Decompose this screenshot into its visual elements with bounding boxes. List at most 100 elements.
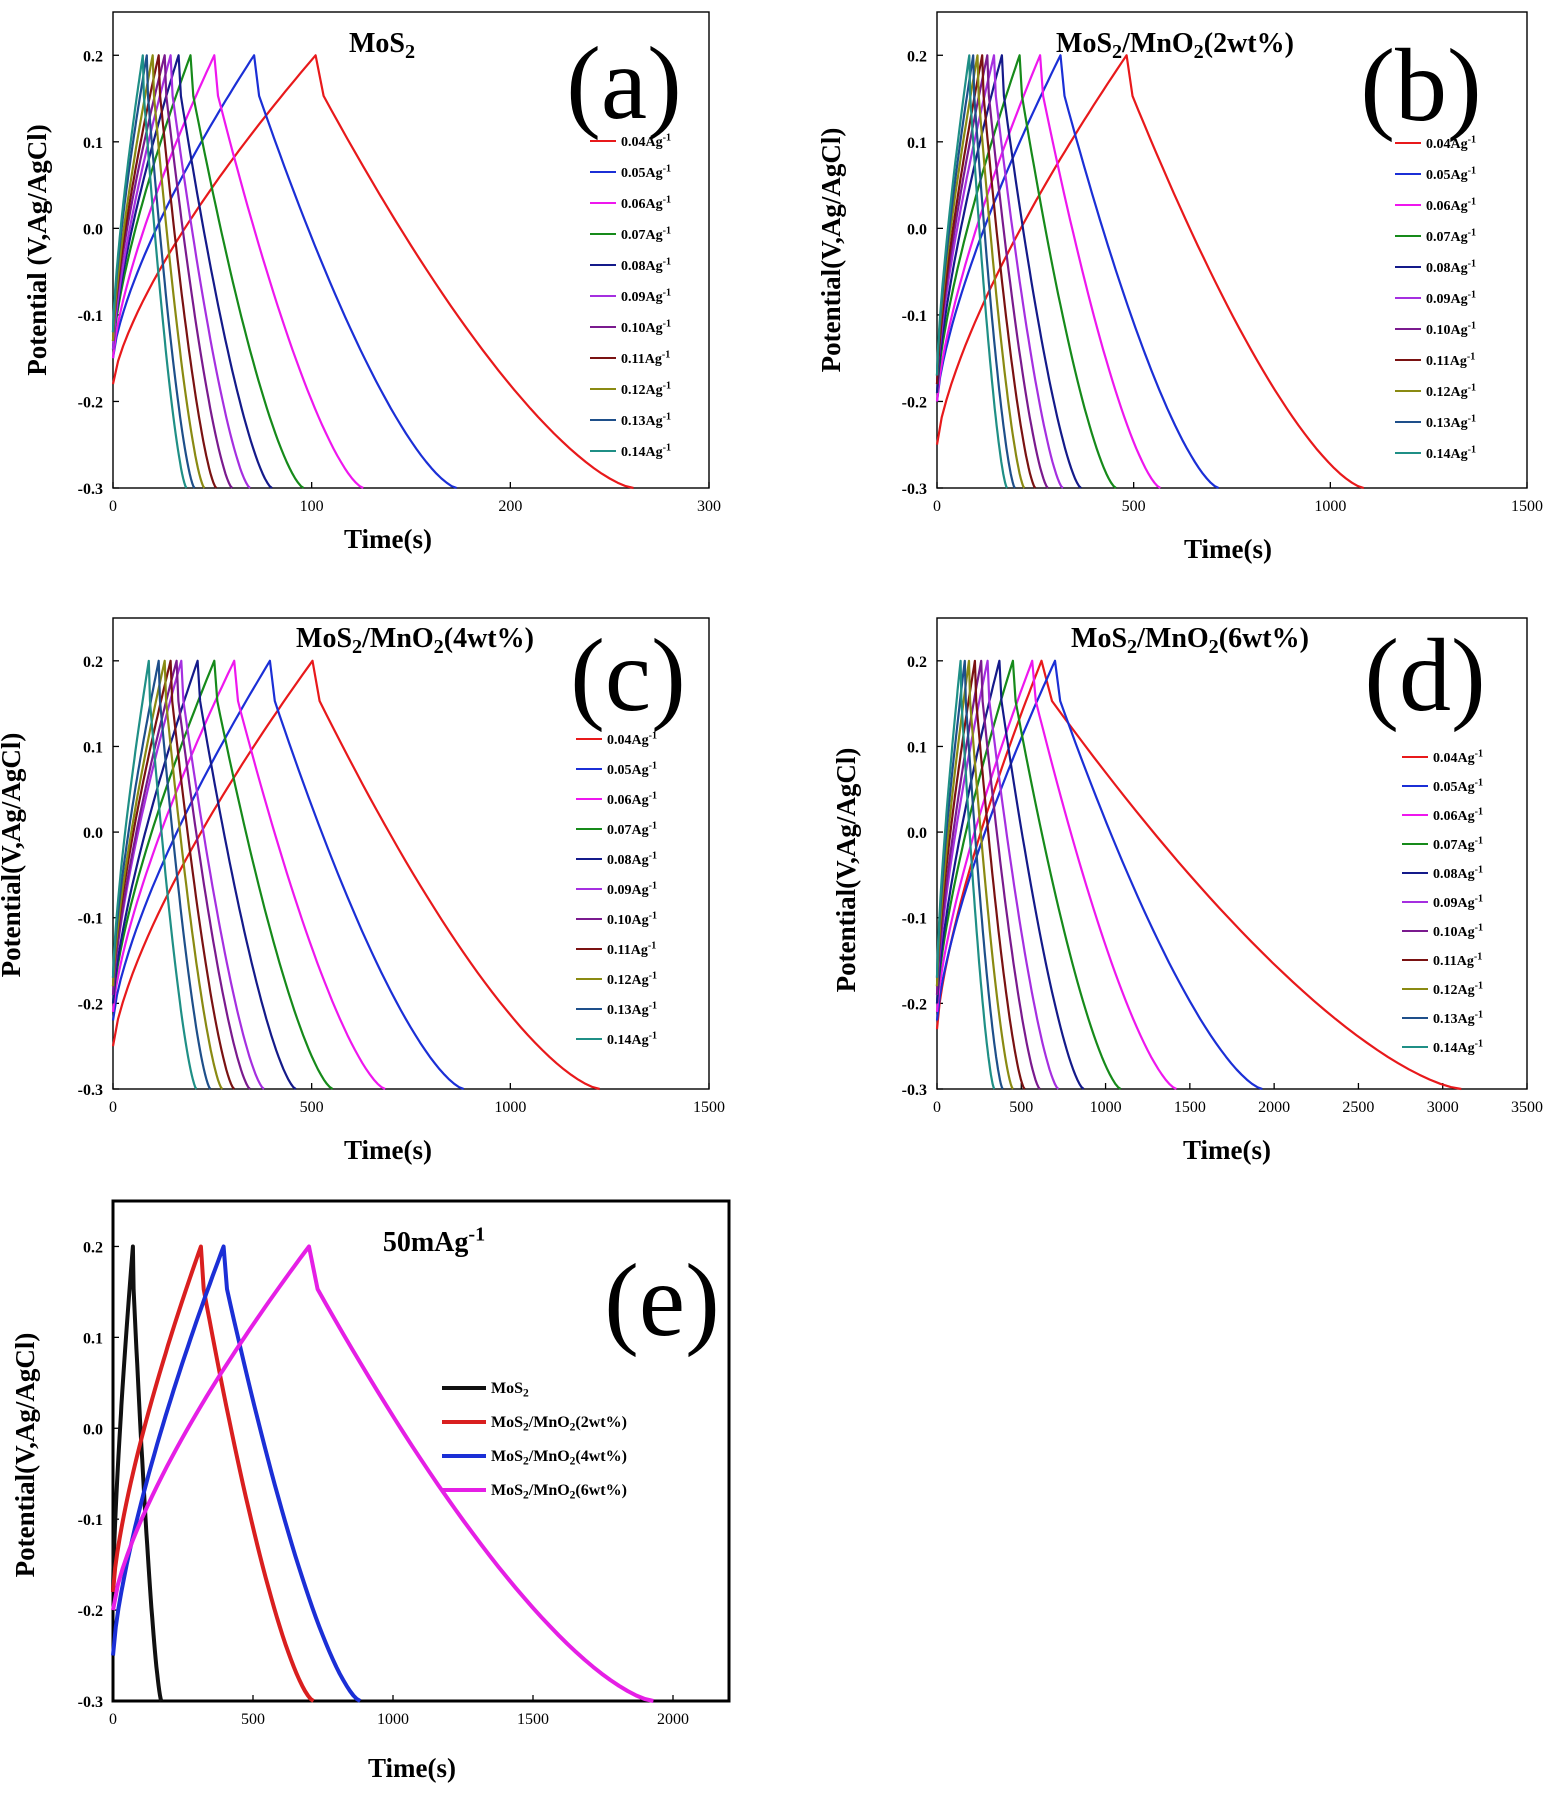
series-line-7 bbox=[935, 54, 1037, 489]
legend-label-7: 0.11Ag-1​ bbox=[1426, 352, 1475, 369]
x-tick-label: 1500 bbox=[517, 1711, 549, 1728]
legend-label-10: 0.14Ag-1​ bbox=[1426, 445, 1476, 462]
chart-title: 50mAg-1​ bbox=[383, 1223, 485, 1258]
y-axis-label: Potential(V,Ag/AgCl) bbox=[0, 733, 26, 978]
y-tick-label: 0.2 bbox=[83, 48, 103, 65]
legend-label-8: 0.12Ag-1​ bbox=[621, 381, 671, 398]
legend-label-6: 0.10Ag-1​ bbox=[621, 319, 671, 336]
series-line-0 bbox=[111, 54, 634, 490]
panel-c: 0 500 1000 1500 -0.3 -0.2 -0.1 0.0 0.1 0.2 Time(s)… bbox=[0, 617, 725, 1165]
x-tick-label: 0 bbox=[109, 1099, 117, 1116]
series-line-6 bbox=[111, 659, 251, 1090]
y-tick-label: 0.0 bbox=[907, 221, 927, 238]
legend-label-0: MoS2​ bbox=[491, 1380, 529, 1400]
y-tick-label: 0.2 bbox=[83, 1239, 103, 1256]
legend-label-1: 0.05Ag-1​ bbox=[1433, 778, 1483, 795]
y-axis-label: Potential(V,Ag/AgCl) bbox=[10, 1333, 40, 1578]
series-line-1 bbox=[111, 54, 458, 490]
legend-label-4: 0.08Ag-1​ bbox=[1433, 865, 1483, 882]
series-line-4 bbox=[935, 54, 1082, 489]
legend-label-6: 0.10Ag-1​ bbox=[1426, 321, 1476, 338]
y-axis-label: Potential(V,Ag/AgCl) bbox=[831, 748, 861, 993]
chart-title: MoS2​ bbox=[349, 28, 415, 63]
series-line-3 bbox=[935, 54, 1117, 489]
x-tick-label: 2000 bbox=[657, 1711, 689, 1728]
series-line-1 bbox=[111, 1244, 315, 1703]
y-tick-label: -0.3 bbox=[902, 481, 927, 498]
panel-a: 0 100 200 300 -0.3 -0.2 -0.1 0.0 0.1 0.2 Time(s) Po… bbox=[22, 11, 721, 554]
panel-e: 0 500 1000 1500 2000 -0.3 -0.2 -0.1 0.0 0.1 0.2 Tim… bbox=[10, 1199, 731, 1783]
legend-label-1: MoS2​/MnO2​(2wt%) bbox=[491, 1414, 627, 1434]
series-line-6 bbox=[111, 54, 234, 489]
x-tick-label: 1000 bbox=[1314, 498, 1346, 515]
x-tick-label: 0 bbox=[109, 1711, 117, 1728]
x-tick-label: 500 bbox=[1009, 1099, 1033, 1116]
y-tick-label: 0.2 bbox=[907, 654, 927, 671]
series-line-9 bbox=[935, 659, 1004, 1090]
legend-label-0: 0.04Ag-1​ bbox=[1426, 135, 1476, 152]
x-tick-label: 1000 bbox=[377, 1711, 409, 1728]
x-tick-label: 500 bbox=[1122, 498, 1146, 515]
legend-label-1: 0.05Ag-1​ bbox=[621, 164, 671, 181]
legend-label-3: 0.07Ag-1​ bbox=[1426, 228, 1476, 245]
x-tick-label: 0 bbox=[933, 1099, 941, 1116]
y-tick-label: -0.1 bbox=[78, 911, 103, 928]
plot-frame bbox=[936, 617, 1528, 1090]
y-axis-label: Potential (V,Ag/AgCl) bbox=[22, 124, 52, 375]
chart-title: MoS2​/MnO2​(2wt%) bbox=[1056, 28, 1294, 63]
y-tick-label: -0.2 bbox=[902, 394, 927, 411]
series-line-3 bbox=[111, 1244, 654, 1703]
legend-label-4: 0.08Ag-1​ bbox=[621, 257, 671, 274]
x-axis-label: Time(s) bbox=[1184, 534, 1272, 564]
legend-label-10: 0.14Ag-1​ bbox=[1433, 1039, 1483, 1056]
x-tick-label: 1000 bbox=[494, 1099, 526, 1116]
x-tick-label: 3500 bbox=[1511, 1099, 1543, 1116]
legend-label-8: 0.12Ag-1​ bbox=[1433, 981, 1483, 998]
legend-label-0: 0.04Ag-1​ bbox=[607, 731, 657, 748]
plot-frame bbox=[936, 11, 1528, 489]
series-line-4 bbox=[111, 659, 297, 1090]
legend-label-4: 0.08Ag-1​ bbox=[607, 851, 657, 868]
panel-d: 0 500 1000 1500 2000 2500 3000 3500 -0.3 -0.2 -0.1… bbox=[831, 617, 1543, 1165]
y-tick-label: -0.3 bbox=[78, 1082, 103, 1099]
legend-label-6: 0.10Ag-1​ bbox=[1433, 923, 1483, 940]
panel-label: (b) bbox=[1360, 28, 1481, 143]
series-line-7 bbox=[935, 659, 1026, 1090]
x-tick-label: 1500 bbox=[1174, 1099, 1206, 1116]
series-line-4 bbox=[935, 659, 1085, 1090]
series-line-2 bbox=[111, 54, 364, 489]
x-tick-label: 500 bbox=[241, 1711, 265, 1728]
series-line-9 bbox=[111, 659, 212, 1090]
panel-b: 0 500 1000 1500 -0.3 -0.2 -0.1 0.0 0.1 0.2 Time(s)… bbox=[816, 11, 1543, 564]
series-line-6 bbox=[935, 659, 1041, 1090]
chart-title: MoS2​/MnO2​(4wt%) bbox=[296, 623, 534, 658]
y-tick-label: -0.3 bbox=[78, 481, 103, 498]
x-axis-label: Time(s) bbox=[1183, 1135, 1271, 1165]
legend-label-10: 0.14Ag-1​ bbox=[607, 1031, 657, 1048]
legend-label-1: 0.05Ag-1​ bbox=[1426, 166, 1476, 183]
y-tick-label: 0.1 bbox=[83, 135, 103, 152]
series-line-2 bbox=[935, 659, 1177, 1090]
y-tick-label: 0.1 bbox=[83, 1330, 103, 1347]
series-line-10 bbox=[111, 54, 188, 489]
y-tick-label: 0.0 bbox=[83, 1421, 103, 1438]
y-tick-label: -0.2 bbox=[78, 1603, 103, 1620]
series-line-8 bbox=[111, 54, 206, 489]
legend-label-9: 0.13Ag-1​ bbox=[1426, 414, 1476, 431]
y-tick-label: -0.1 bbox=[902, 308, 927, 325]
legend-label-3: 0.07Ag-1​ bbox=[607, 821, 657, 838]
legend-label-5: 0.09Ag-1​ bbox=[1426, 290, 1476, 307]
panel-label: (d) bbox=[1364, 618, 1485, 733]
y-tick-label: -0.3 bbox=[902, 1082, 927, 1099]
plot-frame bbox=[112, 617, 710, 1090]
legend-label-6: 0.10Ag-1​ bbox=[607, 911, 657, 928]
legend-label-2: 0.06Ag-1​ bbox=[621, 195, 671, 212]
series-line-8 bbox=[935, 54, 1026, 489]
legend-label-1: 0.05Ag-1​ bbox=[607, 761, 657, 778]
series-line-10 bbox=[111, 659, 198, 1090]
legend-label-5: 0.09Ag-1​ bbox=[621, 288, 671, 305]
panel-label: (c) bbox=[570, 618, 685, 733]
legend-label-10: 0.14Ag-1​ bbox=[621, 443, 671, 460]
x-tick-label: 1000 bbox=[1090, 1099, 1122, 1116]
legend-label-7: 0.11Ag-1​ bbox=[621, 350, 670, 367]
